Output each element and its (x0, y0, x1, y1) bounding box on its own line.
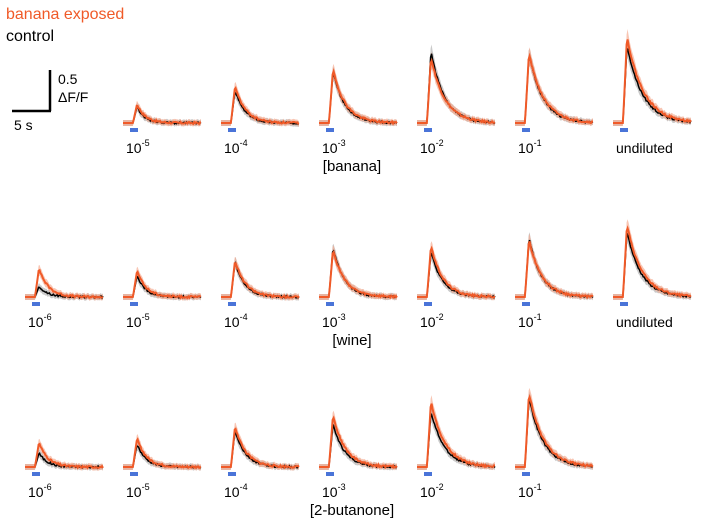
concentration-label-r2-p2: 10-4 (224, 482, 248, 500)
concentration-label-r1-p2: 10-4 (224, 312, 248, 330)
concentration-label-r0-p4: 10-1 (518, 138, 542, 156)
scale-bar: 0.5 ΔF/F 5 s (12, 70, 88, 133)
concentration-label-r0-p2: 10-3 (322, 138, 346, 156)
exposed-trace-r2-p4 (417, 403, 495, 469)
concentration-label-r0-p1: 10-4 (224, 138, 248, 156)
stimulus-bar-r0-p0 (130, 128, 138, 132)
control-trace-r2-p0 (25, 451, 104, 470)
concentration-label-r2-p4: 10-2 (420, 482, 444, 500)
stimulus-bar-r2-p3 (326, 472, 334, 476)
stimulus-bar-r1-p3 (326, 302, 334, 306)
exposed-trace-r0-p1 (221, 85, 300, 125)
stimulus-bar-r0-p2 (326, 128, 334, 132)
condition-label-wine: [wine] (332, 332, 371, 349)
scale-y-value: 0.5 (58, 71, 78, 87)
exposed-trace-r2-p5 (515, 393, 594, 468)
concentration-label-r1-p4: 10-2 (420, 312, 444, 330)
exposed-trace-r0-p3 (417, 57, 496, 125)
exposed-trace-r0-p2 (319, 68, 398, 126)
legend-control-label: control (6, 28, 55, 45)
stimulus-bar-r2-p5 (522, 472, 530, 476)
exposed-trace-r0-p0 (123, 104, 202, 126)
exposed-trace-r0-p5 (613, 39, 692, 124)
concentration-label-r1-p3: 10-3 (322, 312, 346, 330)
stimulus-bar-r0-p3 (424, 128, 432, 132)
trace-panels: 10-5 10-4 10-3 10-2 10-1 undiluted 10-6 10-5 10-… (25, 29, 692, 500)
concentration-label-r2-p5: 10-1 (518, 482, 542, 500)
exposed-sem-band-r1-p5 (515, 233, 593, 301)
concentration-label-r2-p0: 10-6 (28, 482, 52, 500)
condition-label-banana: [banana] (323, 158, 381, 175)
stimulus-bar-r1-p5 (522, 302, 530, 306)
stimulus-bar-r2-p2 (228, 472, 236, 476)
exposed-trace-r1-p5 (515, 241, 594, 300)
exposed-trace-r0-p4 (515, 52, 594, 125)
exposed-sem-band-r0-p2 (319, 63, 397, 127)
stimulus-bar-r0-p5 (620, 128, 628, 132)
concentration-label-r0-p5: undiluted (616, 140, 673, 156)
exposed-trace-r1-p3 (319, 250, 398, 300)
scale-x-label: 5 s (14, 117, 33, 133)
concentration-label-r1-p1: 10-5 (126, 312, 150, 330)
stimulus-bar-r0-p4 (522, 128, 530, 132)
exposed-sem-band-r1-p3 (319, 245, 397, 301)
scale-y-unit: ΔF/F (58, 89, 88, 105)
concentration-label-r1-p5: 10-1 (518, 312, 542, 330)
exposed-sem-band-r2-p3 (319, 410, 397, 471)
stimulus-bar-r0-p1 (228, 128, 236, 132)
exposed-trace-r1-p1 (123, 270, 202, 300)
concentration-label-r1-p6: undiluted (616, 314, 673, 330)
exposed-sem-band-r1-p4 (417, 241, 495, 301)
stimulus-bar-r1-p4 (424, 302, 432, 306)
stimulus-bar-r2-p4 (424, 472, 432, 476)
exposed-sem-band-r0-p5 (613, 29, 691, 126)
exposed-trace-r1-p6 (613, 225, 692, 299)
concentration-label-r0-p0: 10-5 (126, 138, 150, 156)
exposed-trace-r2-p3 (319, 415, 398, 470)
stimulus-bar-r1-p6 (620, 302, 628, 306)
concentration-label-r0-p3: 10-2 (420, 138, 444, 156)
stimulus-bar-r1-p0 (32, 302, 40, 306)
exposed-trace-r2-p2 (221, 427, 300, 470)
concentration-label-r2-p3: 10-3 (322, 482, 346, 500)
concentration-label-r2-p1: 10-5 (126, 482, 150, 500)
stimulus-bar-r1-p1 (130, 302, 138, 306)
exposed-trace-r2-p1 (123, 437, 202, 470)
concentration-label-r1-p0: 10-6 (28, 312, 52, 330)
exposed-trace-r1-p2 (221, 262, 300, 299)
exposed-trace-r1-p4 (417, 245, 495, 299)
stimulus-bar-r2-p1 (130, 472, 138, 476)
legend-exposed-label: banana exposed (6, 6, 125, 23)
condition-label-2-butanone: [2-butanone] (310, 502, 394, 519)
stimulus-bar-r2-p0 (32, 472, 40, 476)
exposed-trace-r1-p0 (25, 268, 104, 300)
stimulus-bar-r1-p2 (228, 302, 236, 306)
exposed-trace-r2-p0 (25, 442, 104, 470)
